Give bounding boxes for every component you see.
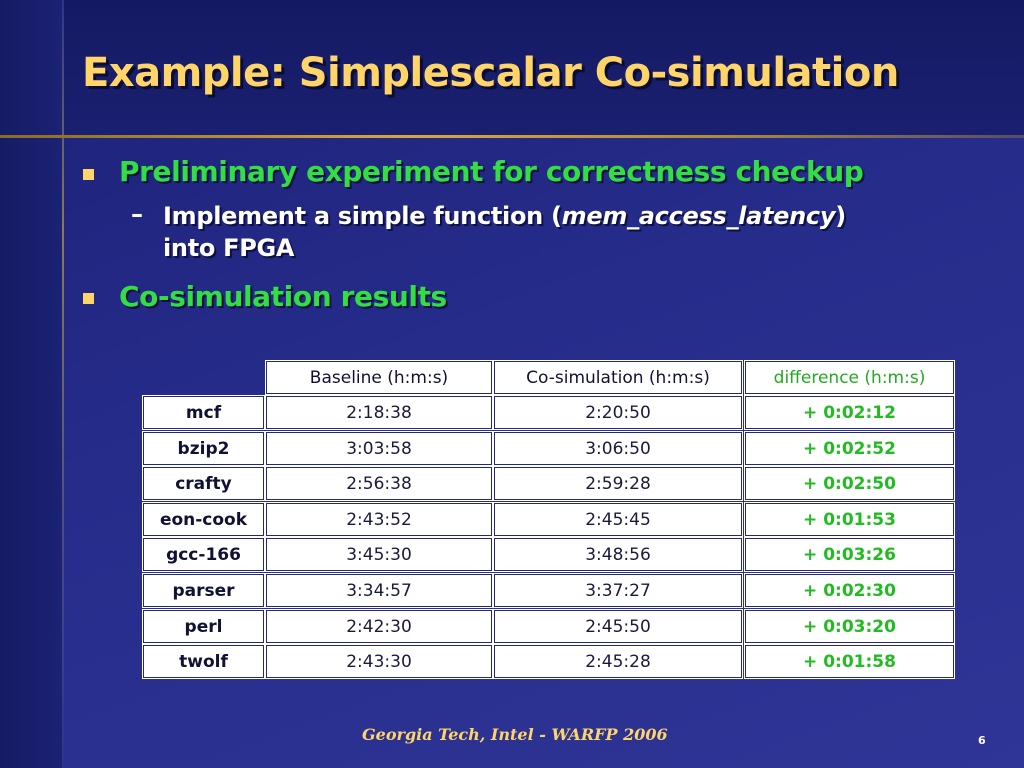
horizontal-divider xyxy=(0,135,1024,138)
cosim-time: 3:06:50 xyxy=(494,432,742,465)
header-baseline: Baseline (h:m:s) xyxy=(266,361,492,394)
slide-title: Example: Simplescalar Co-simulation xyxy=(82,50,899,96)
difference-time: + 0:02:50 xyxy=(745,467,954,500)
difference-time: + 0:02:52 xyxy=(745,432,954,465)
difference-time: + 0:01:53 xyxy=(745,503,954,536)
difference-time: + 0:03:26 xyxy=(745,538,954,571)
difference-time: + 0:02:12 xyxy=(745,396,954,429)
benchmark-name: twolf xyxy=(143,645,264,678)
baseline-time: 2:18:38 xyxy=(266,396,492,429)
page-number: 6 xyxy=(978,734,986,747)
difference-time: + 0:01:58 xyxy=(745,645,954,678)
bullet-square-icon xyxy=(83,169,94,180)
benchmark-name: parser xyxy=(143,574,264,607)
function-name: mem_access_latency xyxy=(561,202,836,230)
baseline-time: 2:43:52 xyxy=(266,503,492,536)
benchmark-name: mcf xyxy=(143,396,264,429)
sub-bullet-text-a: Implement a simple function ( xyxy=(163,202,562,230)
cosim-time: 2:45:45 xyxy=(494,503,742,536)
sub-bullet-dash: – xyxy=(131,200,143,228)
baseline-time: 2:42:30 xyxy=(266,610,492,643)
cosim-time: 2:20:50 xyxy=(494,396,742,429)
title-band xyxy=(0,0,1024,135)
footer-text: Georgia Tech, Intel - WARFP 2006 xyxy=(362,725,668,744)
benchmark-name: eon-cook xyxy=(143,503,264,536)
benchmark-name: bzip2 xyxy=(143,432,264,465)
cosim-time: 2:45:28 xyxy=(494,645,742,678)
baseline-time: 2:43:30 xyxy=(266,645,492,678)
sub-bullet-implement: Implement a simple function (mem_access_… xyxy=(163,200,846,232)
baseline-time: 3:34:57 xyxy=(266,574,492,607)
difference-time: + 0:03:20 xyxy=(745,610,954,643)
vertical-divider xyxy=(62,0,64,768)
benchmark-name: gcc-166 xyxy=(143,538,264,571)
header-difference: difference (h:m:s) xyxy=(745,361,954,394)
bullet-cosim-results: Co-simulation results xyxy=(119,280,447,313)
benchmark-name: crafty xyxy=(143,467,264,500)
bullet-square-icon xyxy=(83,293,94,304)
cosim-time: 3:48:56 xyxy=(494,538,742,571)
sub-bullet-text-c: ) xyxy=(835,202,846,230)
cosim-time: 2:59:28 xyxy=(494,467,742,500)
baseline-time: 3:03:58 xyxy=(266,432,492,465)
baseline-time: 3:45:30 xyxy=(266,538,492,571)
sub-bullet-line2: into FPGA xyxy=(163,234,295,262)
cosim-time: 2:45:50 xyxy=(494,610,742,643)
header-cosimulation: Co-simulation (h:m:s) xyxy=(494,361,742,394)
cosim-time: 3:37:27 xyxy=(494,574,742,607)
bullet-preliminary-experiment: Preliminary experiment for correctness c… xyxy=(119,155,864,188)
difference-time: + 0:02:30 xyxy=(745,574,954,607)
baseline-time: 2:56:38 xyxy=(266,467,492,500)
benchmark-name: perl xyxy=(143,610,264,643)
left-band xyxy=(0,0,62,768)
